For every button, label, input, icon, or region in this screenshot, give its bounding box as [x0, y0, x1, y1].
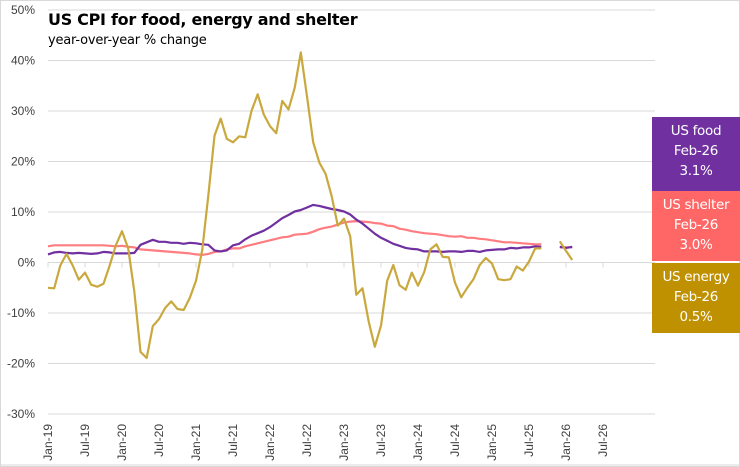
chart-subtitle: year-over-year % change [48, 33, 207, 48]
y-tick-label: -20% [7, 357, 35, 371]
chart-title: US CPI for food, energy and shelter [48, 10, 358, 29]
x-tick-label: Jul-26 [596, 424, 610, 457]
x-tick-label: Jul-21 [226, 424, 240, 457]
x-tick-label: Jul-22 [300, 424, 314, 457]
x-axis-ticks: Jan-19 Jul-19 Jan-20 Jul-20 Jan-21 Jul-21 Jan-… [0, 262, 740, 466]
x-tick-label: Jul-25 [522, 424, 536, 457]
y-tick-label: -10% [7, 306, 35, 320]
legend-food-name: US food [670, 123, 722, 139]
legend-shelter-value: 3.0% [679, 237, 713, 253]
y-tick-label: 30% [11, 104, 35, 118]
legend-food-value: 3.1% [679, 163, 713, 179]
x-tick-label: Jan-23 [337, 424, 351, 461]
y-tick-label: 0% [18, 256, 36, 270]
legend-shelter-date: Feb-26 [673, 217, 719, 233]
x-tick-label: Jan-25 [485, 424, 499, 461]
y-tick-label: 40% [11, 54, 35, 68]
gridlines [48, 9, 655, 415]
x-tick-label: Jan-21 [189, 424, 203, 461]
y-tick-label: 10% [11, 205, 35, 219]
legend-energy-date: Feb-26 [673, 289, 719, 305]
x-tick-label: Jan-26 [559, 424, 573, 461]
y-axis-ticks: -30% -20% -10% 0% 10% 20% 30% 40% 50% [7, 3, 35, 421]
x-tick-label: Jan-24 [411, 424, 425, 461]
series-line-us-energy [47, 51, 574, 359]
x-tick-label: Jan-22 [263, 424, 277, 461]
legend-shelter: US shelter Feb-26 3.0% [652, 191, 740, 261]
series-lines [47, 51, 574, 359]
x-tick-label: Jul-20 [152, 424, 166, 457]
y-tick-label: -30% [7, 407, 35, 421]
legend-energy: US energy Feb-26 0.5% [652, 263, 740, 333]
legend-energy-value: 0.5% [679, 309, 713, 325]
x-tick-label: Jul-24 [448, 424, 462, 457]
x-tick-label: Jul-23 [374, 424, 388, 457]
y-tick-label: 20% [11, 155, 35, 169]
x-tick-label: Jan-19 [41, 424, 55, 461]
legend-energy-name: US energy [662, 269, 730, 285]
legend-shelter-name: US shelter [662, 197, 730, 213]
legend-food: US food Feb-26 3.1% [652, 117, 740, 191]
series-line-us-food [47, 203, 573, 256]
y-tick-label: 50% [11, 3, 35, 17]
x-tick-label: Jul-19 [78, 424, 92, 457]
x-tick-label: Jan-20 [115, 424, 129, 461]
legend-food-date: Feb-26 [673, 143, 719, 159]
